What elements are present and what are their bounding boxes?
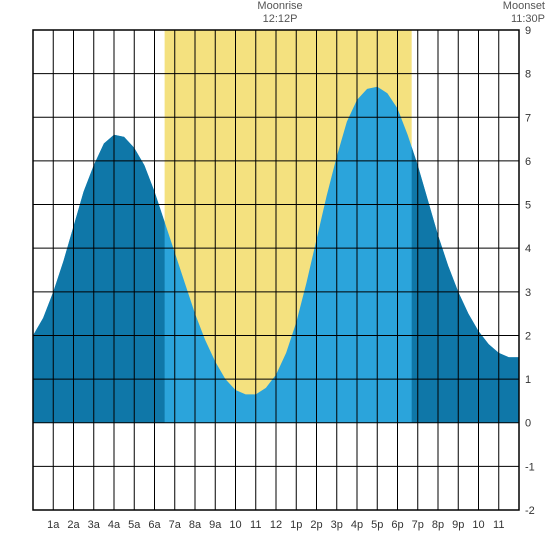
x-tick-label: 3p (331, 519, 343, 531)
x-tick-label: 2a (67, 519, 80, 531)
x-tick-label: 1p (290, 519, 302, 531)
y-tick-label: 6 (525, 156, 531, 168)
tide-chart: Moonrise 12:12P Moonset 11:30P -2-101234… (0, 0, 550, 550)
x-tick-label: 1a (47, 519, 60, 531)
moonrise-title: Moonrise (257, 0, 302, 12)
x-tick-label: 8p (432, 519, 444, 531)
night-shade-pre (33, 30, 165, 423)
x-tick-label: 4a (108, 519, 121, 531)
moonset-label: Moonset 11:30P (503, 0, 545, 26)
chart-svg: -2-101234567891a2a3a4a5a6a7a8a9a1011121p… (0, 0, 550, 550)
x-tick-label: 4p (351, 519, 363, 531)
x-tick-label: 2p (310, 519, 322, 531)
x-tick-label: 11 (250, 519, 261, 531)
y-tick-label: 2 (525, 330, 531, 342)
moonrise-label: Moonrise 12:12P (250, 0, 310, 26)
night-shade-post (412, 30, 519, 423)
y-tick-label: 3 (525, 287, 531, 299)
x-tick-label: 6p (391, 519, 403, 531)
y-tick-label: 1 (525, 374, 531, 386)
x-tick-label: 7a (169, 519, 182, 531)
x-tick-label: 9p (452, 519, 464, 531)
y-tick-label: 7 (525, 112, 531, 124)
x-tick-label: 6a (148, 519, 161, 531)
x-tick-label: 11 (493, 519, 504, 531)
moonset-time: 11:30P (511, 13, 545, 25)
x-tick-label: 12 (270, 519, 282, 531)
y-tick-label: -2 (525, 505, 535, 517)
y-tick-label: 5 (525, 200, 531, 212)
moonset-title: Moonset (503, 0, 545, 12)
x-tick-label: 10 (472, 519, 484, 531)
x-tick-label: 9a (209, 519, 222, 531)
moonrise-time: 12:12P (263, 13, 298, 25)
y-tick-label: -1 (525, 461, 535, 473)
x-tick-label: 10 (229, 519, 241, 531)
x-tick-label: 7p (412, 519, 424, 531)
y-tick-label: 8 (525, 69, 531, 81)
y-tick-label: 0 (525, 418, 531, 430)
x-tick-label: 3a (88, 519, 101, 531)
y-tick-label: 4 (525, 243, 531, 255)
y-tick-label: 9 (525, 25, 531, 37)
x-tick-label: 8a (189, 519, 202, 531)
x-tick-label: 5a (128, 519, 141, 531)
x-tick-label: 5p (371, 519, 383, 531)
